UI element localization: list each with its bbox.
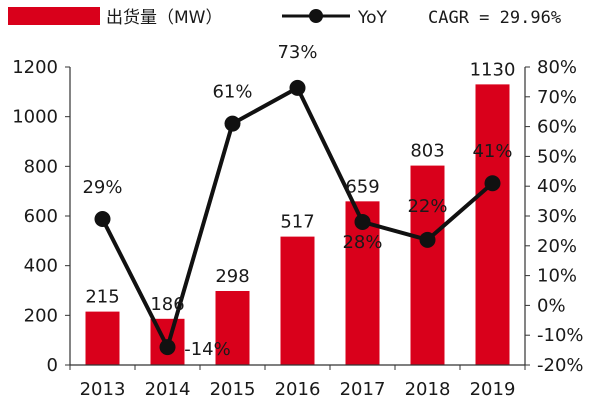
legend: 出货量（MW） YoY CAGR = 29.96%: [8, 7, 561, 28]
yoy-value-label: 22%: [407, 196, 447, 217]
bar-value-label: 517: [280, 212, 314, 233]
bar-2013: [85, 311, 120, 365]
yoy-value-label: 73%: [277, 42, 317, 63]
y-right-tick-label: -10%: [537, 325, 584, 346]
yoy-value-label: -14%: [184, 339, 231, 360]
y-right-tick-label: 40%: [537, 176, 577, 197]
yoy-value-label: 29%: [82, 177, 122, 198]
x-tick-label: 2014: [145, 379, 191, 400]
y-left-tick-label: 1200: [12, 57, 58, 78]
y-right-tick-label: 10%: [537, 266, 577, 287]
bar-2016: [280, 236, 315, 365]
legend-line-label: YoY: [357, 8, 388, 28]
cagr-annotation: CAGR = 29.96%: [428, 8, 561, 28]
legend-bar-swatch: [8, 7, 100, 25]
x-tick-label: 2017: [340, 379, 386, 400]
bar-value-label: 215: [85, 287, 119, 308]
y-left-tick-label: 400: [24, 256, 58, 277]
x-tick-label: 2019: [470, 379, 516, 400]
y-right-tick-label: 80%: [537, 57, 577, 78]
legend-bar-label: 出货量（MW）: [106, 8, 222, 28]
y-right-tick-label: 30%: [537, 206, 577, 227]
yoy-value-label: 28%: [342, 232, 382, 253]
x-tick-label: 2015: [210, 379, 256, 400]
bar-value-label: 298: [215, 266, 249, 287]
y-left-tick-label: 0: [47, 355, 58, 376]
y-right-tick-label: 50%: [537, 146, 577, 167]
y-right-tick-label: 0%: [537, 295, 566, 316]
y-left-tick-label: 200: [24, 305, 58, 326]
yoy-point-2014: [159, 339, 176, 356]
x-tick-label: 2016: [275, 379, 321, 400]
yoy-value-label: 41%: [472, 141, 512, 162]
yoy-point-2017: [354, 213, 371, 230]
bar-2015: [215, 290, 250, 365]
x-tick-label: 2018: [405, 379, 451, 400]
y-left-tick-label: 800: [24, 156, 58, 177]
yoy-point-2013: [94, 210, 111, 227]
y-right-tick-label: 70%: [537, 87, 577, 108]
legend-line-marker: [309, 9, 323, 23]
bar-value-label: 1130: [470, 59, 516, 80]
y-right-tick-label: -20%: [537, 355, 584, 376]
y-left-tick-label: 600: [24, 206, 58, 227]
yoy-value-label: 61%: [212, 82, 252, 103]
bar-value-label: 659: [345, 176, 379, 197]
yoy-point-2019: [484, 175, 501, 192]
y-right-tick-label: 60%: [537, 117, 577, 138]
x-tick-label: 2013: [80, 379, 126, 400]
yoy-point-2016: [289, 79, 306, 96]
yoy-point-2015: [224, 115, 241, 132]
bar-value-label: 186: [150, 294, 184, 315]
bar-2019: [475, 84, 510, 365]
bar-2018: [410, 165, 445, 365]
yoy-point-2018: [419, 231, 436, 248]
plot-area: 0 200 400 600 800 1000 1200 -20% -10% 0% 10% 20% 30%…: [12, 42, 583, 400]
y-left-tick-label: 1000: [12, 107, 58, 128]
bar-value-label: 803: [410, 141, 444, 162]
y-right-tick-label: 20%: [537, 236, 577, 257]
